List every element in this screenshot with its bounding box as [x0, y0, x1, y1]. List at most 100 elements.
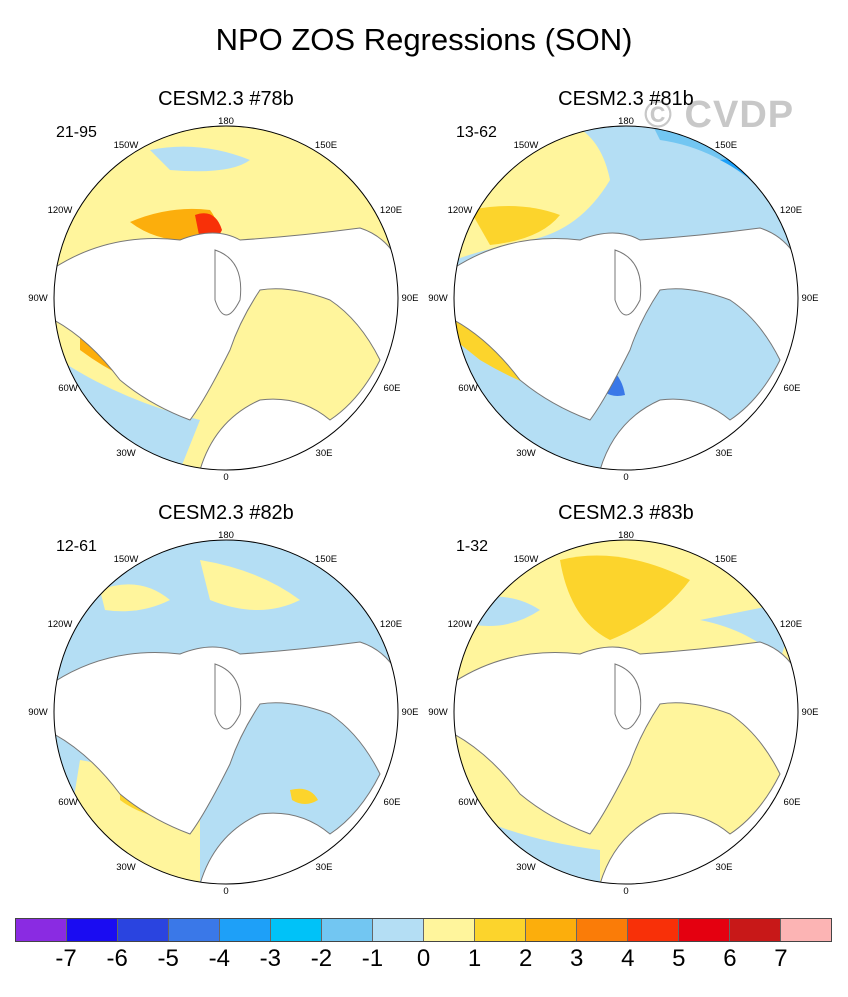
lon-label-180: 180: [618, 530, 634, 541]
lon-label-120e: 120E: [779, 205, 803, 216]
lon-label-60w: 60W: [58, 797, 78, 808]
lon-label-60w: 60W: [58, 383, 78, 394]
colorbar-tick-label: 6: [723, 945, 737, 972]
page-title: NPO ZOS Regressions (SON): [215, 22, 633, 57]
lon-label-90w: 90W: [428, 293, 448, 304]
lon-label-60w: 60W: [458, 797, 478, 808]
colorbar-tick-label: -3: [259, 945, 281, 972]
panel-title-3: CESM2.3 #82b: [158, 502, 294, 524]
map-panel-4: [454, 540, 798, 884]
lon-label-0: 0: [623, 886, 629, 897]
lon-label-30e: 30E: [315, 448, 333, 459]
lon-label-60e: 60E: [783, 797, 801, 808]
colorbar-tick-label: 3: [570, 945, 584, 972]
colorbar-tick-label: 2: [518, 945, 533, 972]
lon-label-180: 180: [218, 530, 234, 541]
lon-label-60w: 60W: [458, 383, 478, 394]
map-border-2: [453, 125, 799, 471]
colorbar-swatch: [220, 919, 271, 941]
lon-label-90w: 90W: [28, 293, 48, 304]
lon-label-90e: 90E: [401, 707, 419, 718]
colorbar-swatch: [628, 919, 679, 941]
lon-label-120e: 120E: [379, 619, 403, 630]
colorbar-swatch: [730, 919, 781, 941]
colorbar-tick-label: -7: [55, 945, 77, 972]
panel-period-3: 12-61: [56, 538, 97, 555]
lon-label-30w: 30W: [116, 448, 136, 459]
colorbar-swatch: [424, 919, 475, 941]
colorbar-swatch: [16, 919, 67, 941]
lon-label-150e: 150E: [314, 554, 338, 565]
colorbar-swatch: [781, 919, 831, 941]
lon-label-60e: 60E: [783, 383, 801, 394]
lon-label-0: 0: [223, 472, 229, 483]
land: [454, 641, 798, 884]
map-border-1: [53, 125, 399, 471]
colorbar-tick-label: -1: [361, 945, 384, 972]
lon-label-30e: 30E: [715, 862, 733, 873]
lon-label-120w: 120W: [47, 619, 73, 630]
colorbar-swatch: [169, 919, 220, 941]
lon-label-30w: 30W: [516, 862, 536, 873]
colorbar-swatch: [475, 919, 526, 941]
lon-label-0: 0: [223, 886, 229, 897]
lon-label-90e: 90E: [801, 707, 819, 718]
lon-label-180: 180: [618, 116, 634, 127]
colorbar-tick-label: 4: [621, 945, 635, 972]
colorbar-tick-label: -6: [106, 945, 128, 972]
panel-title-4: CESM2.3 #83b: [558, 502, 694, 524]
colorbar-swatch: [373, 919, 424, 941]
lon-label-90e: 90E: [801, 293, 819, 304]
lon-label-0: 0: [623, 472, 629, 483]
lon-label-90w: 90W: [28, 707, 48, 718]
lon-label-120w: 120W: [47, 205, 73, 216]
colorbar-tick-label: 1: [467, 945, 482, 972]
colorbar-tick-label: -4: [208, 945, 230, 972]
lon-label-120w: 120W: [447, 205, 473, 216]
lon-label-30e: 30E: [715, 448, 733, 459]
panel-title-1: CESM2.3 #78b: [158, 88, 294, 110]
colorbar-swatch: [67, 919, 118, 941]
land: [54, 227, 398, 470]
lon-label-150w: 150W: [513, 554, 539, 565]
lon-label-30w: 30W: [116, 862, 136, 873]
map-border-3: [53, 539, 399, 885]
colorbar-tick-label: 0: [416, 945, 431, 972]
map-panel-3: [54, 540, 398, 884]
lon-label-90e: 90E: [401, 293, 419, 304]
colorbar: [15, 918, 832, 942]
map-panel-2: [454, 126, 798, 470]
colorbar-swatch: [526, 919, 577, 941]
lon-label-150e: 150E: [314, 140, 338, 151]
land: [454, 227, 798, 470]
lon-label-60e: 60E: [383, 383, 401, 394]
colorbar-tick-label: 7: [774, 945, 788, 972]
land: [54, 641, 398, 884]
lon-label-150w: 150W: [113, 140, 139, 151]
watermark: © CVDP: [644, 94, 795, 136]
lon-label-120w: 120W: [447, 619, 473, 630]
colorbar-tick-label: 5: [672, 945, 686, 972]
map-border-4: [453, 539, 799, 885]
lon-label-150w: 150W: [113, 554, 139, 565]
colorbar-tick-label: -5: [157, 945, 179, 972]
colorbar-tick-label: -2: [310, 945, 333, 972]
lon-label-120e: 120E: [779, 619, 803, 630]
lon-label-90w: 90W: [428, 707, 448, 718]
lon-label-60e: 60E: [383, 797, 401, 808]
lon-label-150w: 150W: [513, 140, 539, 151]
panel-title-2: CESM2.3 #81b: [558, 88, 694, 110]
lon-label-150e: 150E: [714, 554, 738, 565]
lon-label-120e: 120E: [379, 205, 403, 216]
lon-label-150e: 150E: [714, 140, 738, 151]
colorbar-swatch: [577, 919, 628, 941]
panel-period-1: 21-95: [56, 124, 97, 141]
colorbar-swatch: [271, 919, 322, 941]
lon-label-30w: 30W: [516, 448, 536, 459]
lon-label-30e: 30E: [315, 862, 333, 873]
colorbar-swatch: [118, 919, 169, 941]
colorbar-swatch: [679, 919, 730, 941]
colorbar-swatch: [322, 919, 373, 941]
panel-period-4: 1-32: [456, 538, 489, 555]
panel-period-2: 13-62: [456, 124, 497, 141]
